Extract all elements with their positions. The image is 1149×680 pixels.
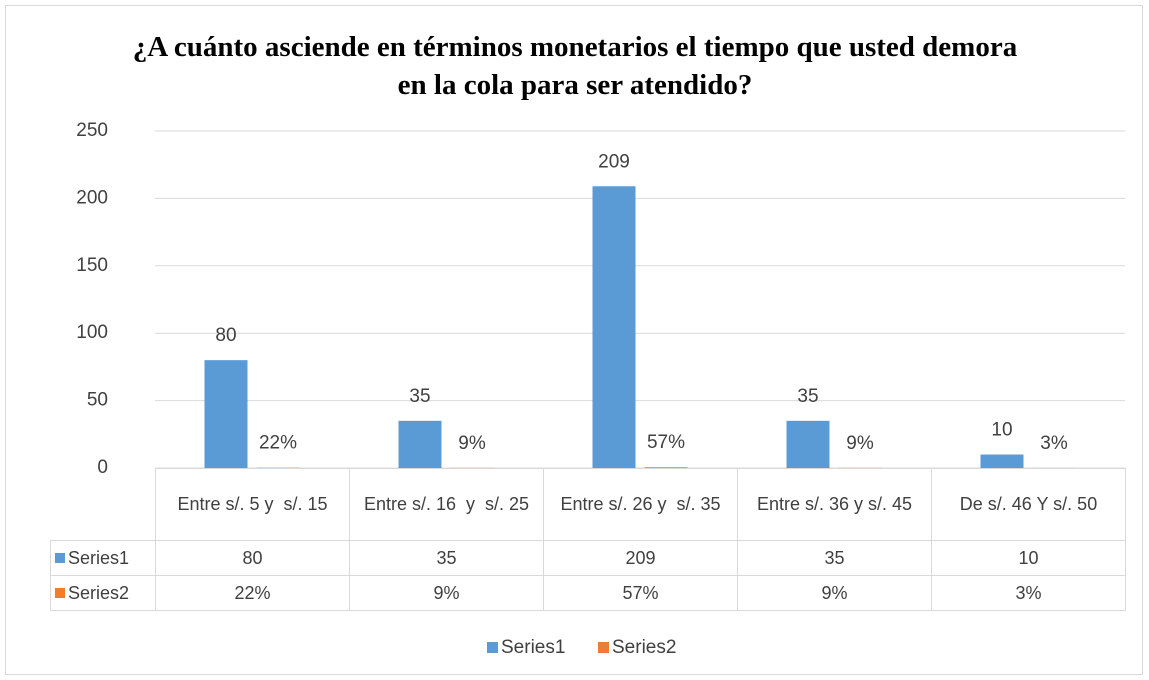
- legend-label: Series2: [612, 637, 676, 658]
- x-tick-label: De s/. 46 Y s/. 50: [931, 468, 1126, 541]
- y-tick-label: 50: [87, 390, 108, 411]
- table-cell: 3%: [931, 575, 1126, 611]
- data-label: 9%: [458, 433, 486, 454]
- y-tick-label: 100: [76, 322, 108, 343]
- series-name: Series2: [68, 582, 130, 603]
- table-cell: 80: [155, 540, 350, 576]
- legend-swatch: [487, 642, 498, 653]
- y-tick-label: 0: [97, 457, 108, 478]
- data-label: 9%: [846, 433, 874, 454]
- x-tick-label: Entre s/. 36 y s/. 45: [737, 468, 932, 541]
- legend-label: Series1: [501, 637, 565, 658]
- table-cell: 57%: [543, 575, 738, 611]
- data-label: 3%: [1040, 433, 1068, 454]
- data-label: 35: [409, 386, 430, 407]
- x-tick-label: Entre s/. 5 y s/. 15: [155, 468, 350, 541]
- bar: [786, 420, 830, 468]
- data-label: 22%: [259, 433, 297, 454]
- bar: [644, 467, 688, 468]
- bar: [398, 420, 442, 468]
- x-tick-label: Entre s/. 26 y s/. 35: [543, 468, 738, 541]
- bar: [204, 360, 248, 468]
- bar: [980, 454, 1024, 468]
- table-cell: 10: [931, 540, 1126, 576]
- y-tick-label: 250: [76, 120, 108, 141]
- y-tick-label: 200: [76, 187, 108, 208]
- y-tick-label: 150: [76, 255, 108, 276]
- chart-border: [5, 5, 1143, 675]
- data-label: 10: [991, 420, 1012, 441]
- title-box: ¿A cuánto asciende en términos monetario…: [132, 31, 1018, 101]
- data-label: 209: [598, 151, 630, 172]
- table-cell: 209: [543, 540, 738, 576]
- data-label: 57%: [647, 432, 685, 453]
- bar: [592, 186, 636, 468]
- table-cell: 9%: [349, 575, 544, 611]
- chart-title: ¿A cuánto asciende en términos monetario…: [132, 31, 1018, 101]
- table-row-header: Series1: [50, 540, 156, 576]
- table-cell: 22%: [155, 575, 350, 611]
- data-label: 80: [215, 325, 236, 346]
- table-row-header: Series2: [50, 575, 156, 611]
- legend-key: [55, 553, 65, 563]
- table-cell: 9%: [737, 575, 932, 611]
- table-cell: 35: [349, 540, 544, 576]
- data-label: 35: [797, 386, 818, 407]
- series-name: Series1: [68, 547, 130, 568]
- table-cell: 35: [737, 540, 932, 576]
- legend-swatch: [598, 642, 609, 653]
- x-tick-label: Entre s/. 16 y s/. 25: [349, 468, 544, 541]
- legend-key: [55, 588, 65, 598]
